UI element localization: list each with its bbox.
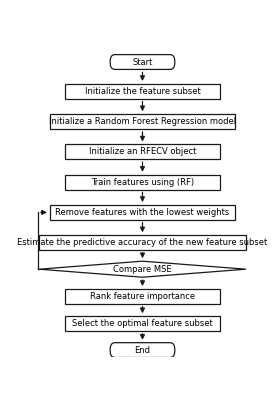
Text: Rank feature importance: Rank feature importance [90,292,195,301]
Text: Initialize the feature subset: Initialize the feature subset [85,87,200,96]
Bar [65,175,220,190]
Bar [50,114,235,129]
Text: Start: Start [132,57,153,67]
Bar [65,316,220,331]
Text: Initialize a Random Forest Regression model: Initialize a Random Forest Regression mo… [49,117,236,126]
Bar [50,205,235,220]
FancyBboxPatch shape [110,343,175,358]
Bar [65,144,220,159]
Polygon shape [39,261,246,277]
Bar [39,235,246,250]
FancyBboxPatch shape [110,55,175,69]
Text: Initialize an RFECV object: Initialize an RFECV object [89,147,196,156]
Text: Train features using (RF): Train features using (RF) [91,178,194,186]
Text: End: End [135,346,150,354]
Bar [65,289,220,304]
Bar [65,84,220,99]
Text: Remove features with the lowest weights: Remove features with the lowest weights [55,208,230,217]
Text: Compare MSE: Compare MSE [113,265,172,274]
Text: Select the optimal feature subset: Select the optimal feature subset [72,319,213,328]
Text: Estimate the predictive accuracy of the new feature subset: Estimate the predictive accuracy of the … [17,238,268,247]
